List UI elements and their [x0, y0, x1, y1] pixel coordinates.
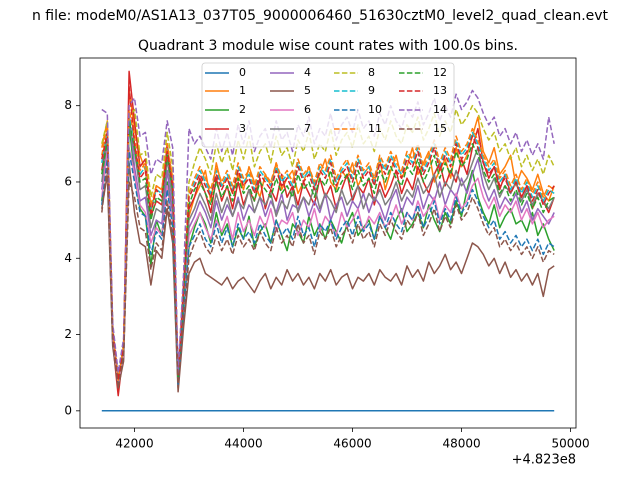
- legend-label-9: 9: [368, 84, 375, 97]
- legend-label-12: 12: [433, 66, 447, 79]
- legend-label-1: 1: [239, 84, 246, 97]
- legend-label-0: 0: [239, 66, 246, 79]
- x-tick-label: 44000: [224, 437, 262, 451]
- legend-label-10: 10: [368, 103, 382, 116]
- legend-label-2: 2: [239, 103, 246, 116]
- x-tick-label: 42000: [115, 437, 153, 451]
- legend-label-3: 3: [239, 122, 246, 135]
- x-tick-label: 46000: [333, 437, 371, 451]
- series-layer: [101, 70, 555, 412]
- plot-frame: [79, 57, 577, 429]
- y-tick-label: 4: [64, 251, 72, 265]
- legend-label-7: 7: [304, 122, 311, 135]
- x-tick-label: 50000: [551, 437, 589, 451]
- x-offset-label: +4.823e8: [512, 453, 576, 468]
- figure-suptitle: n file: modeM0/AS1A13_037T05_9000006460_…: [32, 8, 609, 24]
- y-tick-label: 8: [64, 98, 72, 112]
- y-tick-label: 0: [64, 403, 72, 417]
- legend-label-11: 11: [368, 122, 382, 135]
- y-tick-label: 2: [64, 327, 72, 341]
- series-line-12: [101, 120, 555, 382]
- series-line-15: [101, 165, 555, 389]
- legend-label-6: 6: [304, 103, 311, 116]
- x-tick-label: 48000: [442, 437, 480, 451]
- legend-label-15: 15: [433, 122, 447, 135]
- legend-label-5: 5: [304, 84, 311, 97]
- legend-box: [201, 62, 455, 148]
- y-tick-label: 6: [64, 174, 72, 188]
- legend-label-14: 14: [433, 103, 447, 116]
- chart-title: Quadrant 3 module wise count rates with …: [138, 38, 518, 54]
- legend-label-4: 4: [304, 66, 311, 79]
- legend-label-8: 8: [368, 66, 375, 79]
- legend-label-13: 13: [433, 84, 447, 97]
- axes: 42000 44000 46000 48000 50000 0 2 4 6 8: [64, 98, 589, 450]
